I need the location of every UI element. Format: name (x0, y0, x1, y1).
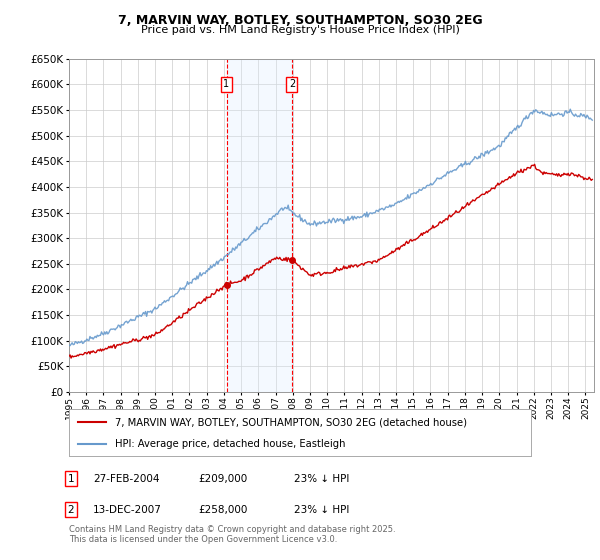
Text: 1: 1 (223, 80, 230, 90)
Text: 2: 2 (289, 80, 295, 90)
Text: Contains HM Land Registry data © Crown copyright and database right 2025.
This d: Contains HM Land Registry data © Crown c… (69, 525, 395, 544)
Text: 7, MARVIN WAY, BOTLEY, SOUTHAMPTON, SO30 2EG: 7, MARVIN WAY, BOTLEY, SOUTHAMPTON, SO30… (118, 14, 482, 27)
Text: £258,000: £258,000 (198, 505, 247, 515)
Text: 23% ↓ HPI: 23% ↓ HPI (294, 474, 349, 484)
Text: 7, MARVIN WAY, BOTLEY, SOUTHAMPTON, SO30 2EG (detached house): 7, MARVIN WAY, BOTLEY, SOUTHAMPTON, SO30… (115, 417, 467, 427)
Text: 27-FEB-2004: 27-FEB-2004 (93, 474, 160, 484)
Text: HPI: Average price, detached house, Eastleigh: HPI: Average price, detached house, East… (115, 439, 346, 449)
Text: 23% ↓ HPI: 23% ↓ HPI (294, 505, 349, 515)
Text: 13-DEC-2007: 13-DEC-2007 (93, 505, 162, 515)
Text: 1: 1 (67, 474, 74, 484)
Text: 2: 2 (67, 505, 74, 515)
Text: £209,000: £209,000 (198, 474, 247, 484)
Text: Price paid vs. HM Land Registry's House Price Index (HPI): Price paid vs. HM Land Registry's House … (140, 25, 460, 35)
Bar (227, 59, 292, 392)
